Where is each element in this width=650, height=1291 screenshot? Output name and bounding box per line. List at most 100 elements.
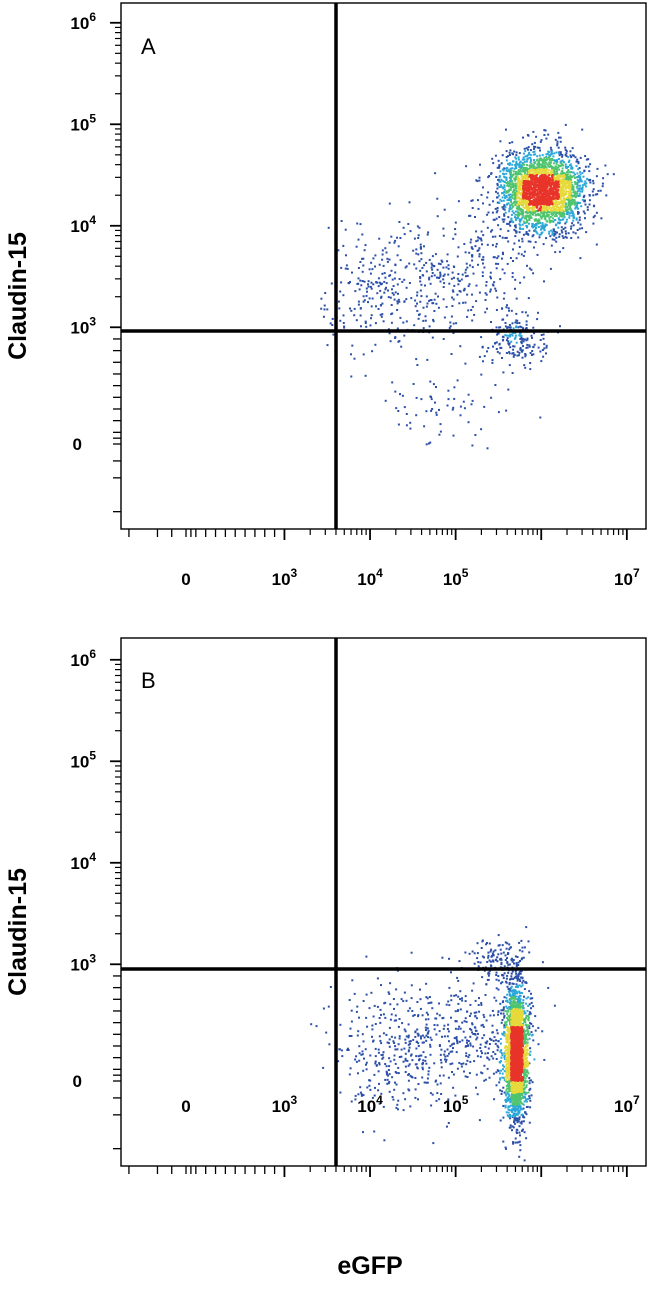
event-dot bbox=[511, 1125, 514, 1128]
event-dot bbox=[447, 398, 450, 401]
event-dot bbox=[539, 171, 542, 174]
event-dot bbox=[534, 213, 537, 216]
event-dot bbox=[530, 180, 533, 183]
event-dot bbox=[452, 237, 455, 240]
event-dot bbox=[524, 1099, 527, 1102]
event-dot bbox=[536, 195, 539, 198]
event-dot bbox=[508, 943, 511, 946]
event-dot bbox=[585, 158, 588, 161]
event-dot bbox=[520, 174, 523, 177]
event-dot bbox=[490, 1055, 493, 1058]
event-dot bbox=[354, 1094, 357, 1097]
event-dot bbox=[497, 224, 500, 227]
event-dot bbox=[479, 1055, 482, 1058]
event-dot bbox=[468, 283, 471, 286]
event-dot bbox=[500, 162, 503, 165]
event-dot bbox=[509, 1013, 512, 1016]
event-dot bbox=[552, 162, 555, 165]
event-dot bbox=[524, 155, 527, 158]
event-dot bbox=[521, 158, 524, 161]
event-dot bbox=[514, 1004, 516, 1007]
event-dot bbox=[525, 1073, 528, 1076]
event-dot bbox=[504, 1022, 507, 1025]
event-dot bbox=[569, 180, 572, 183]
event-dot bbox=[543, 205, 546, 208]
event-dot bbox=[533, 343, 536, 346]
event-dot bbox=[507, 198, 510, 201]
event-dot bbox=[526, 212, 529, 214]
event-dot bbox=[387, 1042, 390, 1045]
event-dot bbox=[525, 1026, 528, 1029]
event-dot bbox=[537, 188, 540, 191]
event-dot bbox=[507, 1015, 510, 1018]
event-dot bbox=[398, 278, 401, 280]
event-dot bbox=[504, 1106, 507, 1109]
event-dot bbox=[443, 1035, 446, 1038]
event-dot bbox=[380, 296, 382, 299]
event-dot bbox=[541, 159, 544, 162]
event-dot bbox=[577, 207, 580, 210]
event-dot bbox=[548, 203, 551, 206]
event-dot bbox=[496, 296, 499, 299]
event-dot bbox=[501, 192, 503, 195]
event-dot bbox=[532, 153, 535, 156]
event-dot bbox=[396, 327, 399, 330]
event-dot bbox=[458, 280, 461, 283]
event-dot bbox=[516, 354, 519, 357]
event-dot bbox=[507, 162, 509, 165]
event-dot bbox=[553, 207, 556, 210]
event-dot bbox=[556, 198, 559, 200]
event-dot bbox=[522, 193, 525, 196]
event-dot bbox=[526, 1009, 529, 1012]
event-dot bbox=[528, 1095, 531, 1098]
event-dot bbox=[537, 166, 540, 169]
event-dot bbox=[525, 1024, 528, 1027]
event-dot bbox=[358, 1059, 361, 1062]
event-dot bbox=[488, 942, 491, 945]
event-dot bbox=[499, 1061, 502, 1064]
event-dot bbox=[495, 1058, 498, 1060]
event-dot bbox=[498, 1081, 501, 1084]
event-dot bbox=[515, 1004, 518, 1006]
event-dot bbox=[512, 1107, 515, 1110]
event-dot bbox=[429, 299, 432, 301]
event-dot bbox=[523, 995, 525, 998]
event-dot bbox=[480, 1071, 483, 1074]
event-dot bbox=[326, 308, 329, 311]
event-dot bbox=[526, 176, 529, 179]
event-dot bbox=[537, 311, 539, 314]
event-dot bbox=[578, 188, 581, 191]
event-dot bbox=[491, 952, 494, 955]
event-dot bbox=[536, 193, 539, 196]
event-dot bbox=[417, 1034, 420, 1037]
event-dot bbox=[508, 1094, 511, 1097]
event-dot bbox=[514, 1137, 517, 1140]
event-dot bbox=[454, 221, 457, 224]
event-dot bbox=[455, 994, 458, 997]
event-dot bbox=[508, 197, 511, 199]
event-dot bbox=[514, 179, 517, 182]
event-dot bbox=[442, 278, 445, 281]
y-tick-label: 106 bbox=[70, 10, 96, 33]
event-dot bbox=[505, 999, 508, 1002]
event-dot bbox=[568, 159, 571, 162]
event-dot bbox=[567, 201, 570, 204]
event-dot bbox=[520, 201, 523, 204]
event-dot bbox=[390, 304, 393, 306]
event-dot bbox=[408, 1063, 411, 1066]
event-dot bbox=[452, 406, 455, 409]
event-dot bbox=[378, 281, 381, 284]
event-dot bbox=[396, 1048, 399, 1051]
event-dot bbox=[519, 1095, 521, 1098]
event-dot bbox=[514, 1115, 517, 1118]
event-dot bbox=[556, 173, 559, 175]
event-dot bbox=[523, 168, 526, 171]
event-dot bbox=[545, 155, 548, 158]
event-dot bbox=[540, 217, 543, 220]
event-dot bbox=[561, 167, 564, 170]
event-dot bbox=[446, 1054, 449, 1057]
event-dot bbox=[551, 176, 554, 179]
event-dot bbox=[490, 277, 492, 280]
event-dot bbox=[576, 172, 579, 175]
event-dot bbox=[501, 168, 504, 171]
